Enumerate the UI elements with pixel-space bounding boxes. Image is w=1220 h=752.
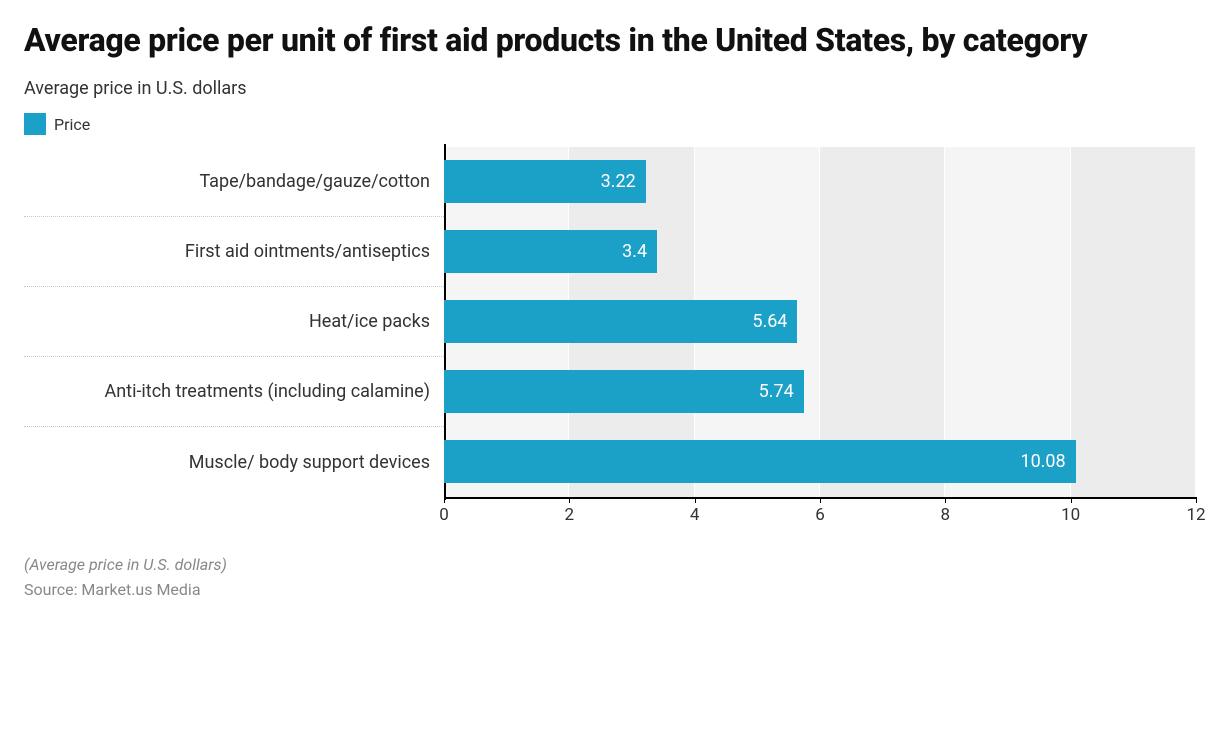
footnote: (Average price in U.S. dollars) xyxy=(24,555,1196,574)
x-tick xyxy=(945,497,946,503)
y-axis-labels: Tape/bandage/gauze/cottonFirst aid ointm… xyxy=(24,147,444,497)
x-tick xyxy=(695,497,696,503)
legend: Price xyxy=(24,113,1196,135)
bar-slot: 3.22 xyxy=(444,147,1196,217)
chart-subtitle: Average price in U.S. dollars xyxy=(24,78,1196,99)
y-axis-label: Tape/bandage/gauze/cotton xyxy=(24,147,444,217)
x-tick-label: 12 xyxy=(1186,505,1205,525)
bar-chart: Tape/bandage/gauze/cottonFirst aid ointm… xyxy=(24,147,1196,533)
x-tick xyxy=(820,497,821,503)
y-axis-label: Heat/ice packs xyxy=(24,287,444,357)
x-tick-label: 2 xyxy=(565,505,575,525)
y-axis-label: Anti-itch treatments (including calamine… xyxy=(24,357,444,427)
y-axis-label: First aid ointments/antiseptics xyxy=(24,217,444,287)
x-tick-label: 10 xyxy=(1061,505,1080,525)
bar-slot: 5.64 xyxy=(444,287,1196,357)
plot-area: 3.22 3.4 5.64 5.74 10.08 xyxy=(444,147,1196,497)
bar: 10.08 xyxy=(444,440,1076,483)
x-tick-label: 0 xyxy=(439,505,449,525)
bar-slot: 5.74 xyxy=(444,357,1196,427)
x-tick-label: 6 xyxy=(815,505,825,525)
x-tick xyxy=(1071,497,1072,503)
bars-container: 3.22 3.4 5.64 5.74 10.08 xyxy=(444,147,1196,497)
bar: 3.4 xyxy=(444,230,657,273)
source: Source: Market.us Media xyxy=(24,580,1196,599)
bar: 5.74 xyxy=(444,370,804,413)
x-axis: 024681012 xyxy=(444,497,1196,533)
x-tick-label: 4 xyxy=(690,505,700,525)
bar: 5.64 xyxy=(444,300,797,343)
x-tick xyxy=(569,497,570,503)
chart-title: Average price per unit of first aid prod… xyxy=(24,20,1196,60)
x-tick xyxy=(444,497,445,503)
bar-slot: 10.08 xyxy=(444,427,1196,497)
x-tick xyxy=(1196,497,1197,503)
bar: 3.22 xyxy=(444,160,646,203)
y-axis-label: Muscle/ body support devices xyxy=(24,427,444,497)
legend-swatch xyxy=(24,113,46,135)
bar-slot: 3.4 xyxy=(444,217,1196,287)
x-tick-label: 8 xyxy=(941,505,951,525)
legend-label: Price xyxy=(54,115,90,134)
